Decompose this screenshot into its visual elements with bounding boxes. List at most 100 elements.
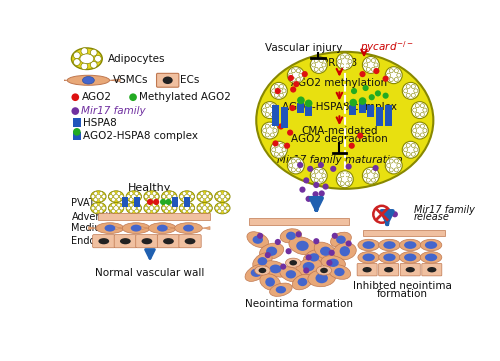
Circle shape [182, 203, 186, 207]
Circle shape [99, 203, 103, 207]
Ellipse shape [270, 265, 281, 273]
Circle shape [198, 206, 201, 210]
Circle shape [420, 104, 424, 108]
Circle shape [94, 192, 98, 195]
Text: AGO2 methylation: AGO2 methylation [292, 78, 388, 88]
Ellipse shape [280, 229, 301, 243]
Circle shape [330, 166, 336, 172]
Text: PVAT: PVAT [72, 198, 95, 208]
Circle shape [218, 209, 222, 213]
Ellipse shape [96, 223, 124, 234]
Circle shape [81, 63, 88, 70]
Circle shape [99, 209, 103, 213]
Ellipse shape [104, 225, 116, 232]
Circle shape [299, 73, 303, 77]
Text: Methylated AGO2: Methylated AGO2 [139, 92, 231, 102]
Ellipse shape [309, 253, 319, 261]
FancyBboxPatch shape [136, 235, 158, 248]
Circle shape [394, 168, 398, 172]
Circle shape [180, 195, 184, 199]
Ellipse shape [427, 267, 436, 273]
Circle shape [180, 206, 184, 210]
Circle shape [206, 192, 210, 195]
Ellipse shape [163, 238, 174, 244]
Circle shape [208, 195, 212, 199]
Circle shape [412, 93, 416, 97]
Circle shape [394, 69, 398, 73]
Circle shape [394, 159, 398, 163]
Circle shape [287, 130, 293, 136]
Circle shape [306, 254, 312, 260]
Circle shape [360, 71, 366, 77]
Circle shape [340, 64, 344, 68]
Circle shape [74, 52, 80, 59]
Circle shape [134, 192, 138, 195]
Circle shape [420, 124, 424, 128]
Circle shape [375, 90, 381, 96]
Circle shape [406, 93, 410, 97]
Ellipse shape [179, 202, 194, 214]
Circle shape [257, 233, 263, 239]
Circle shape [386, 157, 402, 174]
Circle shape [412, 129, 416, 132]
Circle shape [292, 168, 296, 172]
Circle shape [415, 113, 420, 117]
Bar [184, 197, 190, 206]
Text: Medium: Medium [72, 223, 110, 233]
Circle shape [265, 104, 270, 108]
Bar [297, 103, 304, 113]
Circle shape [346, 240, 352, 247]
Circle shape [305, 100, 312, 107]
Circle shape [322, 183, 328, 190]
Text: AGO2-HSPA8 complex: AGO2-HSPA8 complex [83, 131, 198, 141]
Ellipse shape [314, 242, 337, 260]
Circle shape [320, 178, 324, 182]
Ellipse shape [384, 267, 394, 273]
Circle shape [366, 169, 370, 173]
Circle shape [297, 162, 303, 168]
Circle shape [394, 78, 398, 82]
Ellipse shape [384, 241, 396, 249]
Ellipse shape [252, 235, 263, 244]
Circle shape [270, 141, 287, 158]
Circle shape [423, 108, 427, 112]
Circle shape [167, 206, 172, 210]
Circle shape [412, 84, 416, 88]
Circle shape [188, 197, 192, 201]
Circle shape [96, 206, 100, 210]
Circle shape [162, 195, 166, 199]
Circle shape [313, 238, 320, 244]
Circle shape [303, 177, 310, 183]
Polygon shape [167, 227, 174, 230]
Circle shape [278, 123, 284, 130]
Circle shape [164, 197, 168, 201]
Polygon shape [176, 227, 184, 230]
Circle shape [134, 209, 138, 213]
Circle shape [74, 59, 80, 65]
Ellipse shape [263, 261, 288, 277]
Circle shape [120, 195, 124, 199]
Ellipse shape [258, 257, 268, 265]
Ellipse shape [197, 202, 212, 214]
Circle shape [132, 206, 136, 210]
Ellipse shape [302, 262, 314, 271]
Ellipse shape [320, 268, 328, 273]
Ellipse shape [157, 225, 168, 232]
Circle shape [296, 231, 302, 238]
FancyBboxPatch shape [158, 235, 180, 248]
Circle shape [340, 173, 344, 177]
Circle shape [99, 192, 103, 195]
Circle shape [292, 78, 296, 82]
Circle shape [126, 195, 130, 199]
Circle shape [172, 195, 176, 199]
FancyBboxPatch shape [156, 73, 179, 87]
Circle shape [415, 104, 420, 108]
Ellipse shape [296, 241, 308, 251]
Circle shape [226, 195, 230, 199]
Ellipse shape [425, 253, 437, 261]
Circle shape [112, 192, 116, 195]
Circle shape [182, 197, 186, 201]
Ellipse shape [184, 238, 196, 244]
Circle shape [152, 192, 156, 195]
Circle shape [318, 190, 325, 196]
